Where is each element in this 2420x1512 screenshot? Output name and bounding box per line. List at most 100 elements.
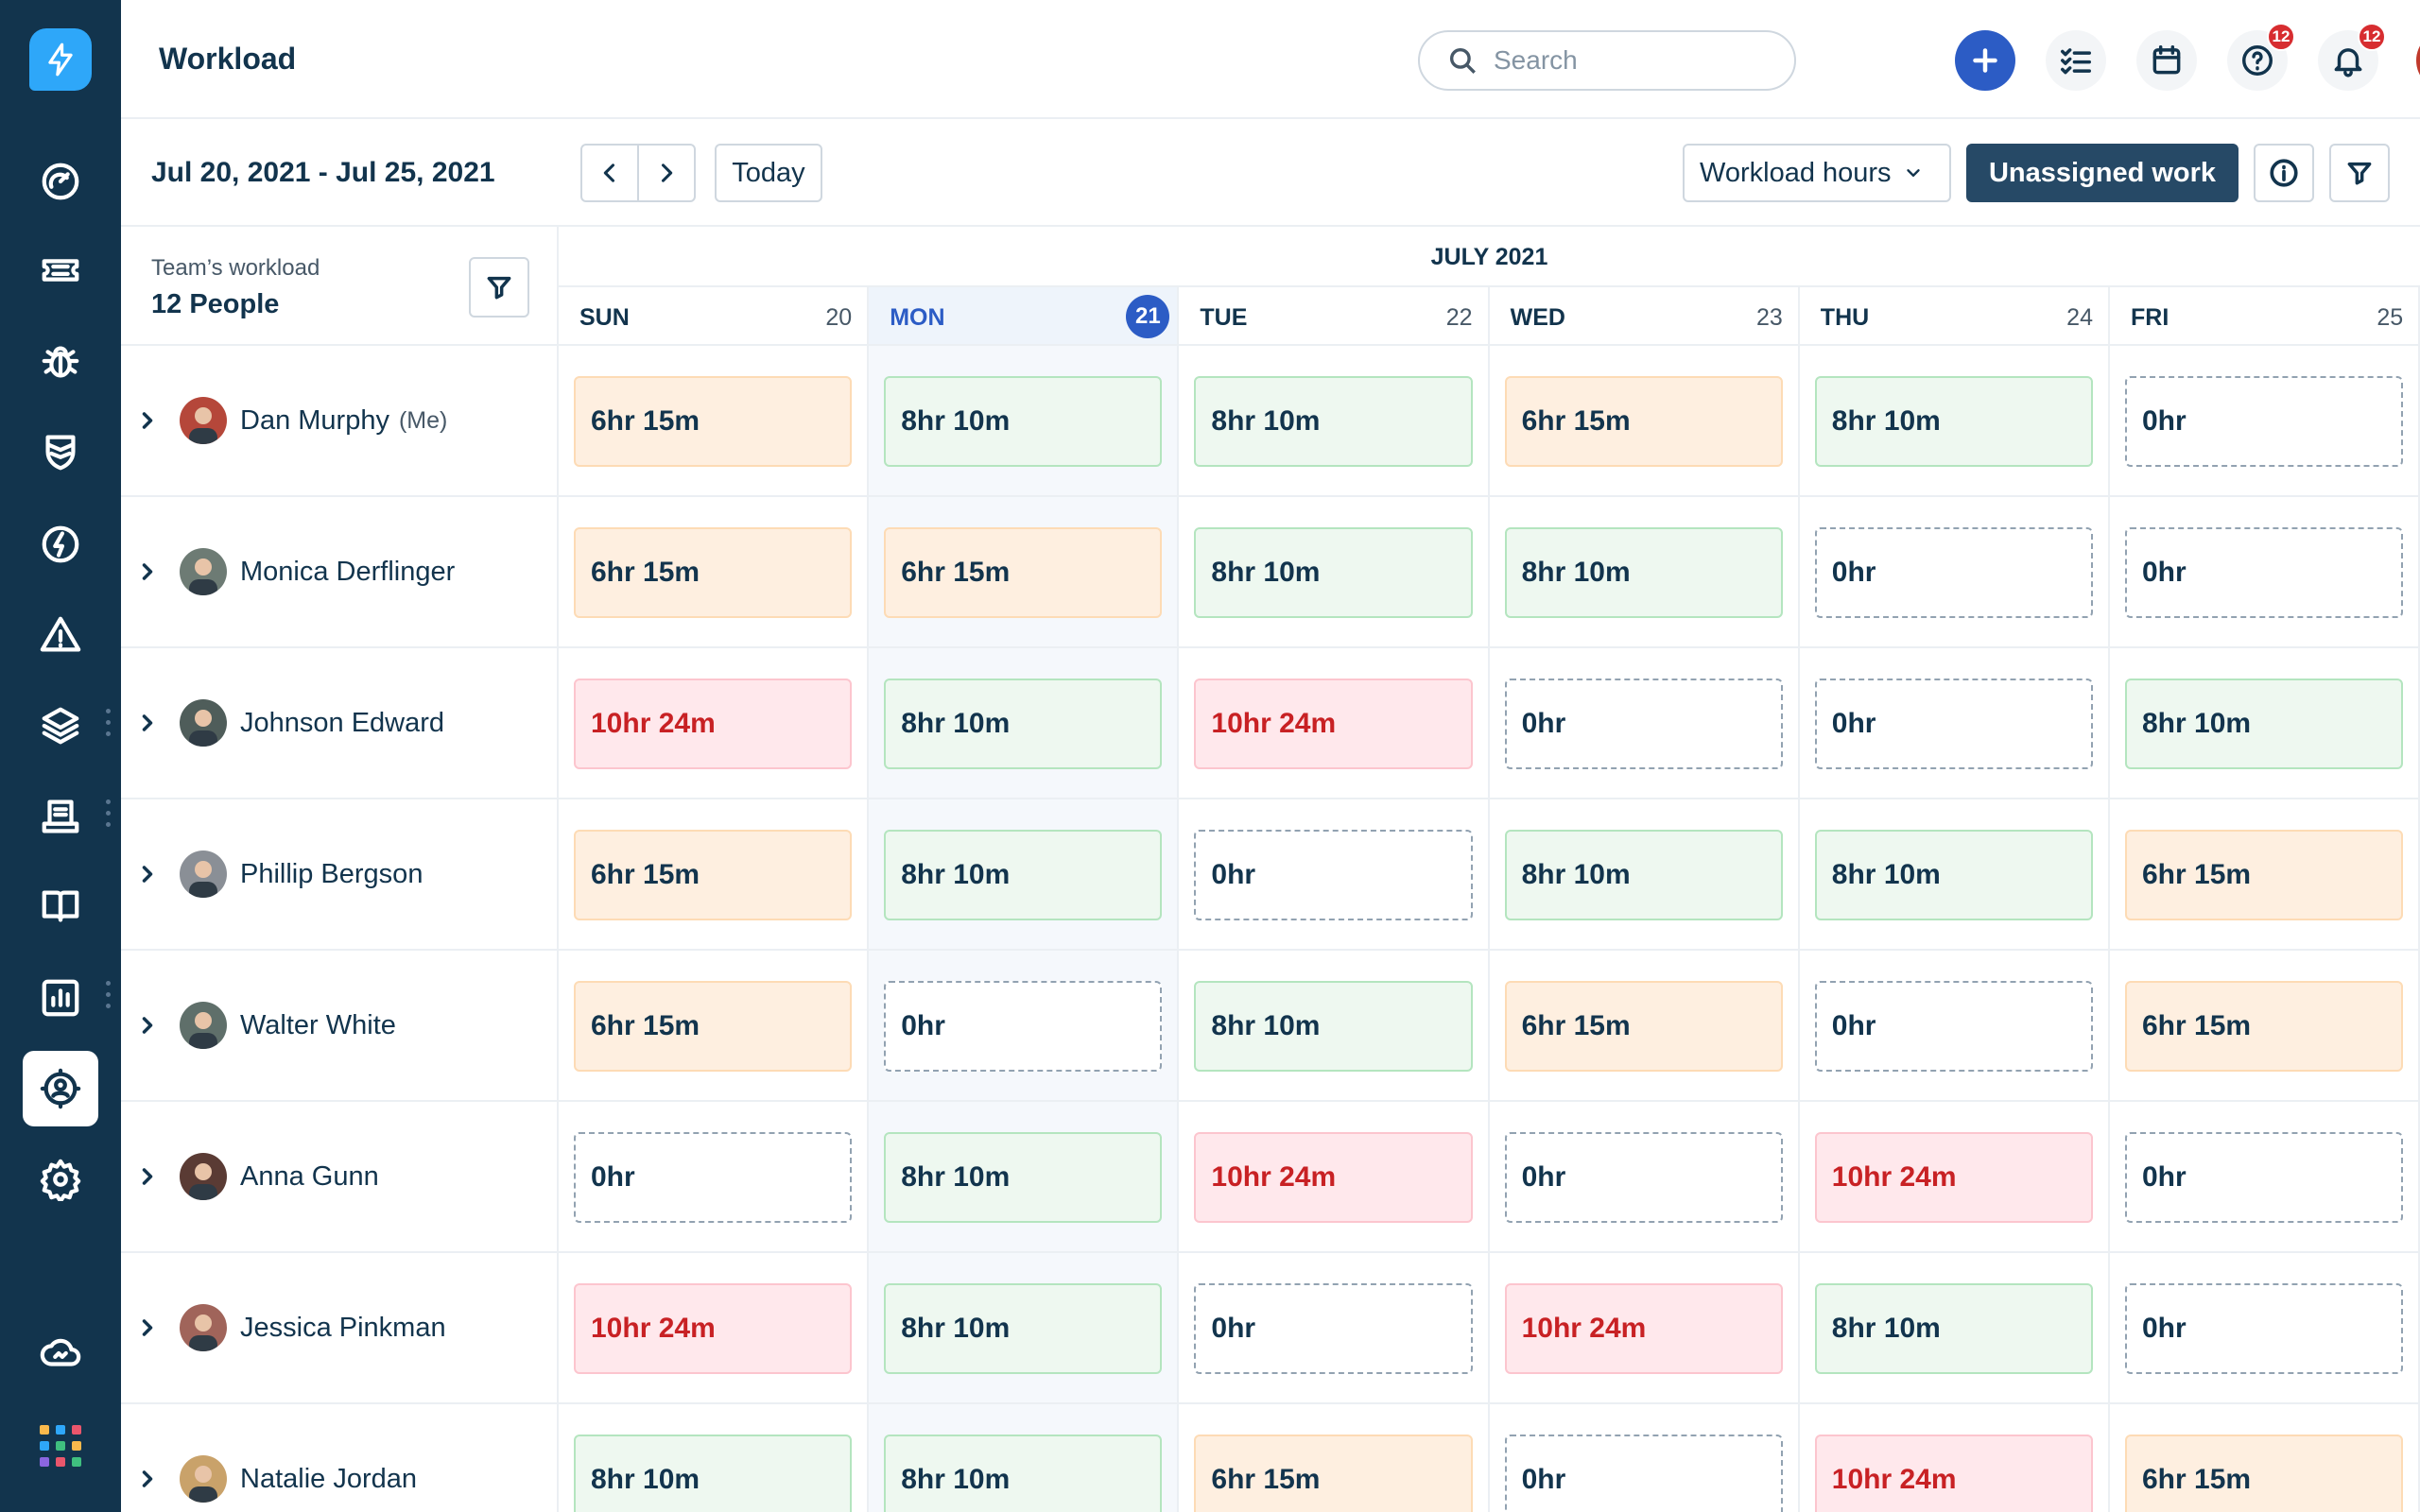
workload-hours-chip[interactable]: 6hr 15m [574,376,853,467]
chevron-right-icon[interactable] [134,558,161,585]
filter-button[interactable] [2329,144,2390,202]
workload-hours-chip[interactable]: 8hr 10m [884,830,1163,920]
workload-hours-chip[interactable]: 10hr 24m [1504,1283,1783,1374]
workload-hours-chip[interactable]: 0hr [1194,1283,1473,1374]
shield-icon[interactable] [23,414,98,490]
workload-hours-chip[interactable]: 0hr [1814,527,2093,618]
workload-hours-chip[interactable]: 0hr [2125,527,2404,618]
workload-hours-chip[interactable]: 0hr [1194,830,1473,920]
workload-hours-chip[interactable]: 6hr 15m [1194,1435,1473,1512]
notifications-button[interactable]: 12 [2318,23,2386,91]
workload-hours-chip[interactable]: 0hr [2125,1283,2404,1374]
workload-hours-chip[interactable]: 8hr 10m [884,1283,1163,1374]
workload-hours-chip[interactable]: 8hr 10m [1814,376,2093,467]
workload-hours-chip[interactable]: 6hr 15m [574,981,853,1072]
workload-hours-chip[interactable]: 0hr [1504,1435,1783,1512]
workload-icon[interactable] [23,1051,98,1126]
drag-handle-icon[interactable] [106,981,112,1011]
workload-hours-chip[interactable]: 10hr 24m [574,679,853,769]
team-filter-button[interactable] [469,257,529,318]
person-name[interactable]: Monica Derflinger [240,556,456,587]
user-avatar[interactable] [2416,30,2420,91]
chevron-right-icon[interactable] [134,1012,161,1039]
person-name[interactable]: Natalie Jordan [240,1463,417,1494]
workload-hours-chip[interactable]: 0hr [1504,1132,1783,1223]
workload-hours-chip[interactable]: 8hr 10m [1194,527,1473,618]
workload-hours-chip[interactable]: 6hr 15m [884,527,1163,618]
chevron-right-icon[interactable] [134,1314,161,1341]
workload-hours-chip[interactable]: 0hr [1504,679,1783,769]
chevron-right-icon[interactable] [134,407,161,434]
workload-hours-chip[interactable]: 8hr 10m [884,1435,1163,1512]
unassigned-work-button[interactable]: Unassigned work [1966,144,2238,202]
workload-hours-chip[interactable]: 8hr 10m [1504,527,1783,618]
workload-hours-chip[interactable]: 10hr 24m [1194,1132,1473,1223]
add-new-button[interactable] [1955,30,2015,91]
assets-layers-icon[interactable] [23,688,98,764]
person-name[interactable]: Johnson Edward [240,707,445,738]
workload-hours-chip[interactable]: 8hr 10m [574,1435,853,1512]
workload-hours-chip[interactable]: 8hr 10m [884,376,1163,467]
workload-hours-chip[interactable]: 0hr [884,981,1163,1072]
workload-hours-chip[interactable]: 0hr [574,1132,853,1223]
workload-hours-chip[interactable]: 8hr 10m [1814,830,2093,920]
person-name[interactable]: Anna Gunn [240,1160,379,1192]
search-input[interactable] [1494,45,1777,76]
workload-hours-chip[interactable]: 10hr 24m [574,1283,853,1374]
person-name[interactable]: Jessica Pinkman [240,1312,446,1343]
day-cell: 6hr 15m [1490,346,1800,495]
chevron-right-icon[interactable] [134,1466,161,1492]
todo-list-button[interactable] [2046,30,2106,91]
workload-hours-chip[interactable]: 10hr 24m [1814,1132,2093,1223]
workload-hours-chip[interactable]: 0hr [1814,679,2093,769]
calendar-button[interactable] [2136,30,2197,91]
today-button[interactable]: Today [715,144,822,202]
previous-week-button[interactable] [580,144,639,202]
workload-hours-chip[interactable]: 8hr 10m [1194,981,1473,1072]
workload-hours-chip[interactable]: 6hr 15m [1504,981,1783,1072]
workload-hours-chip[interactable]: 0hr [2125,376,2404,467]
workload-hours-chip[interactable]: 8hr 10m [884,1132,1163,1223]
chevron-right-icon[interactable] [134,1163,161,1190]
person-name[interactable]: Dan Murphy [240,404,389,436]
settings-gear-icon[interactable] [23,1142,98,1217]
app-switcher-icon[interactable] [40,1425,81,1467]
freshworks-logo-icon[interactable] [29,28,92,91]
releases-icon[interactable] [23,779,98,854]
workload-hours-chip[interactable]: 8hr 10m [1504,830,1783,920]
workload-hours-chip[interactable]: 10hr 24m [1814,1435,2093,1512]
bug-icon[interactable] [23,323,98,399]
checklist-icon [2061,48,2091,75]
reports-icon[interactable] [23,960,98,1036]
tickets-icon[interactable] [23,232,98,308]
drag-handle-icon[interactable] [106,799,112,830]
workload-hours-chip[interactable]: 8hr 10m [1194,376,1473,467]
next-week-button[interactable] [637,144,696,202]
help-button[interactable]: 12 [2227,23,2295,91]
workload-hours-chip[interactable]: 0hr [2125,1132,2404,1223]
chevron-right-icon[interactable] [134,861,161,887]
workload-hours-chip[interactable]: 0hr [1814,981,2093,1072]
workload-hours-chip[interactable]: 6hr 15m [2125,1435,2404,1512]
changes-icon[interactable] [23,507,98,582]
workload-hours-chip[interactable]: 8hr 10m [884,679,1163,769]
solutions-book-icon[interactable] [23,868,98,943]
cloud-icon[interactable] [23,1315,98,1391]
workload-hours-chip[interactable]: 6hr 15m [574,527,853,618]
workload-hours-chip[interactable]: 6hr 15m [1504,376,1783,467]
problems-icon[interactable] [23,597,98,673]
workload-hours-chip[interactable]: 6hr 15m [574,830,853,920]
workload-hours-chip[interactable]: 6hr 15m [2125,981,2404,1072]
dashboard-icon[interactable] [23,144,98,219]
person-name[interactable]: Walter White [240,1009,396,1040]
workload-hours-chip[interactable]: 6hr 15m [2125,830,2404,920]
drag-handle-icon[interactable] [106,709,112,739]
person-name[interactable]: Phillip Bergson [240,858,424,889]
workload-view-select[interactable]: Workload hours [1683,144,1951,202]
workload-hours-chip[interactable]: 8hr 10m [2125,679,2404,769]
chevron-right-icon[interactable] [134,710,161,736]
workload-hours-chip[interactable]: 10hr 24m [1194,679,1473,769]
info-button[interactable] [2254,144,2314,202]
workload-hours-chip[interactable]: 8hr 10m [1814,1283,2093,1374]
search-box[interactable] [1418,30,1796,91]
